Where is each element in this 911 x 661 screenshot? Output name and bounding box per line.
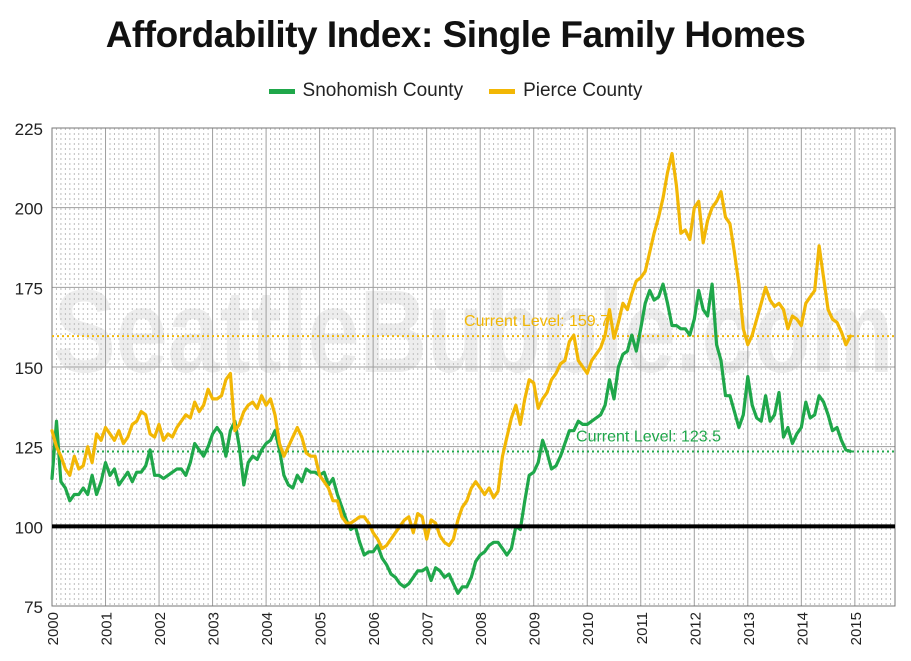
y-tick-label: 125 — [15, 439, 43, 458]
x-tick-label: 2001 — [99, 612, 116, 645]
x-tick-label: 2015 — [848, 612, 865, 645]
chart-legend: Snohomish County Pierce County — [0, 80, 911, 102]
grid-group — [51, 127, 895, 607]
current-level-annotation: Current Level: 123.5 — [576, 428, 721, 445]
x-tick-label: 2004 — [259, 612, 276, 645]
legend-item-snohomish: Snohomish County — [268, 80, 464, 102]
legend-swatch-pierce — [489, 88, 516, 94]
legend-label-snohomish: Snohomish County — [302, 80, 464, 101]
legend-swatch-snohomish — [268, 88, 295, 94]
y-tick-label: 175 — [15, 279, 43, 298]
x-tick-label: 2008 — [473, 612, 490, 645]
x-tick-label: 2010 — [580, 612, 597, 645]
x-tick-label: 2006 — [366, 612, 383, 645]
series-line-pierce — [50, 151, 853, 551]
series-line-snohomish — [50, 282, 853, 595]
x-tick-label: 2005 — [313, 612, 330, 645]
x-tick-label: 2009 — [527, 612, 544, 645]
x-tick-label: 2007 — [420, 612, 437, 645]
watermark-text: SeattleBubble.com — [54, 266, 894, 398]
x-tick-label: 2002 — [152, 612, 169, 645]
legend-label-pierce: Pierce County — [523, 80, 643, 101]
legend-item-pierce: Pierce County — [489, 80, 642, 102]
y-tick-label: 225 — [15, 120, 43, 139]
current-level-annotation: Current Level: 159.7 — [464, 313, 609, 330]
y-tick-label: 100 — [15, 518, 43, 537]
y-tick-label: 200 — [15, 200, 43, 219]
x-tick-label: 2003 — [206, 612, 223, 645]
chart-title: Affordability Index: Single Family Homes — [105, 14, 806, 55]
plot-frame — [51, 127, 896, 607]
x-tick-label: 2013 — [741, 612, 758, 645]
x-tick-label: 2014 — [794, 612, 811, 645]
x-tick-label: 2012 — [687, 612, 704, 645]
y-tick-label: 75 — [24, 598, 43, 617]
x-tick-label: 2000 — [45, 612, 62, 645]
y-tick-label: 150 — [15, 359, 43, 378]
x-tick-label: 2011 — [634, 612, 651, 644]
